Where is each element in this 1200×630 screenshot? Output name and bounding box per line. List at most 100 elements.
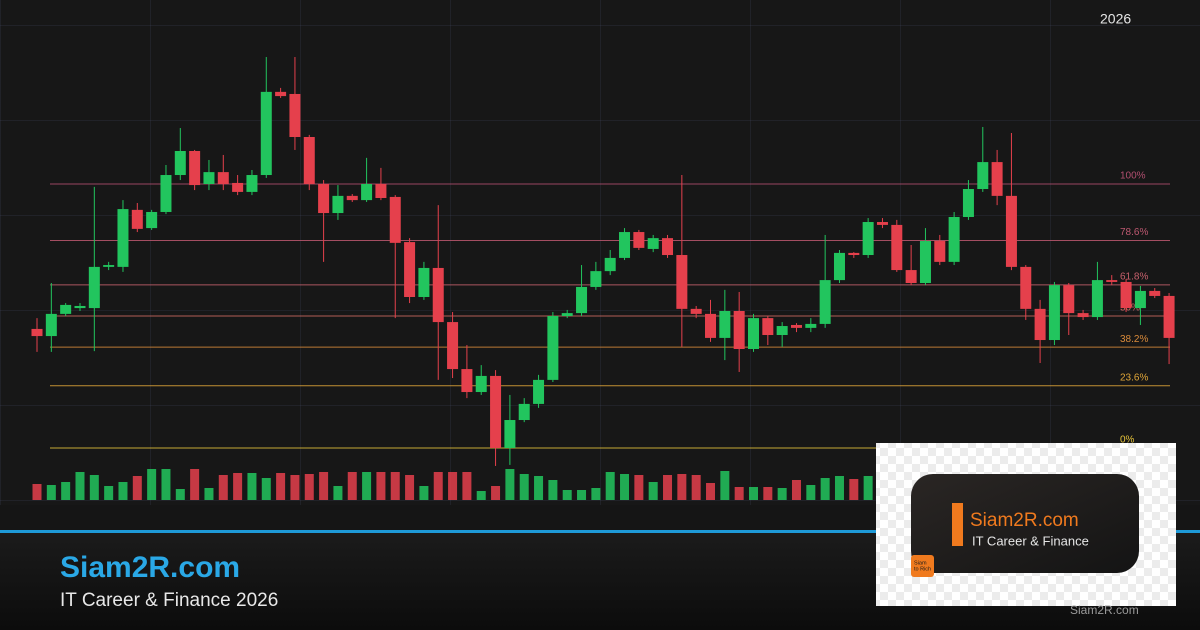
volume-bar <box>462 472 472 500</box>
candle-body <box>332 195 344 214</box>
candle-body <box>876 222 888 225</box>
candle-body <box>1091 280 1103 318</box>
year-label: 2026 <box>1100 11 1131 27</box>
candle-body <box>389 196 401 243</box>
volume-bar <box>663 475 673 500</box>
volume-bar <box>276 473 286 500</box>
candle-body <box>189 151 201 186</box>
candle-body <box>275 91 287 97</box>
volume-bar <box>577 490 587 500</box>
candle-body <box>1106 280 1118 282</box>
candle-body <box>805 323 817 328</box>
volume-bar <box>104 486 114 500</box>
candle-body <box>117 209 129 267</box>
candle-body <box>1163 295 1175 338</box>
logo-bar <box>952 503 963 546</box>
volume-bar <box>247 473 257 500</box>
candle-body <box>948 217 960 262</box>
volume-bar <box>419 486 429 500</box>
candle-body <box>619 232 631 258</box>
candle-body <box>733 310 745 349</box>
volume-bar <box>175 489 185 500</box>
volume-bar <box>763 487 773 500</box>
volume-bar <box>749 487 758 500</box>
fib-label: 100% <box>1120 171 1146 182</box>
candle-body <box>1077 313 1089 318</box>
candle-body <box>31 328 43 337</box>
badge-text: Siam <box>914 560 927 566</box>
candle-body <box>705 313 717 338</box>
volume-bar <box>720 471 730 500</box>
candle-body <box>404 242 416 297</box>
volume-bar <box>204 488 214 500</box>
candle-body <box>432 267 444 323</box>
candle-body <box>246 175 258 192</box>
volume-bar <box>190 469 200 500</box>
volume-bar <box>132 476 142 500</box>
volume-bar <box>405 475 415 500</box>
fib-label: 0% <box>1120 435 1135 446</box>
candle-body <box>977 162 989 190</box>
candle-body <box>1005 195 1017 267</box>
candle-body <box>819 280 831 324</box>
volume-bar <box>863 476 873 500</box>
volume-bar <box>534 476 544 500</box>
volume-bar <box>61 482 71 500</box>
candle-body <box>60 304 72 314</box>
candle-body <box>891 224 903 271</box>
volume-bar <box>849 479 859 500</box>
accent-line <box>0 530 1200 533</box>
volume-bar <box>677 474 687 500</box>
candle-body <box>418 267 430 297</box>
volume-bar <box>605 472 615 500</box>
chart-panel <box>0 0 1200 505</box>
brand-subtitle: IT Career & Finance 2026 <box>60 590 278 611</box>
candle-body <box>45 313 57 337</box>
volume-bar <box>89 475 99 500</box>
candle-body <box>862 222 874 256</box>
volume-bar <box>347 472 357 500</box>
volume-bar <box>620 474 630 500</box>
candle-body <box>647 238 659 249</box>
candle-body <box>1020 266 1032 309</box>
volume-bar <box>390 472 400 500</box>
volume-bar <box>734 487 744 500</box>
candle-body <box>547 316 559 380</box>
candle-body <box>962 189 974 217</box>
fib-label: 50% <box>1120 303 1140 314</box>
candle-body <box>1120 281 1132 309</box>
candle-body <box>174 151 186 176</box>
volume-bar <box>376 472 386 500</box>
fib-label: 61.8% <box>1120 271 1148 282</box>
volume-bar <box>118 482 128 500</box>
badge-text: to Rich <box>914 566 931 572</box>
candle-body <box>1134 290 1146 309</box>
candle-body <box>289 93 301 138</box>
candle-body <box>88 266 100 309</box>
volume-bar <box>448 472 458 500</box>
volume-bar <box>562 490 572 500</box>
logo-badge <box>911 555 934 577</box>
volume-bar <box>634 475 644 500</box>
logo-card <box>911 474 1139 573</box>
candle-body <box>533 379 545 404</box>
logo-subtitle: IT Career & Finance <box>972 533 1089 548</box>
candle-body <box>934 241 946 262</box>
candle-body <box>662 238 674 256</box>
volume-bar <box>648 482 658 500</box>
candle-body <box>561 313 573 316</box>
logo-overlay: Siam2R.com IT Career & Finance Siam to R… <box>876 443 1176 606</box>
volume-bar <box>46 485 56 500</box>
volume-bar <box>75 472 85 500</box>
candle-body <box>461 369 473 393</box>
candle-body <box>518 403 530 421</box>
volume-bar <box>304 474 314 500</box>
candle-body <box>748 318 759 349</box>
volume-bar <box>233 473 243 500</box>
candle-body <box>146 211 158 229</box>
candle-body <box>160 175 172 212</box>
candle-body <box>776 326 788 336</box>
